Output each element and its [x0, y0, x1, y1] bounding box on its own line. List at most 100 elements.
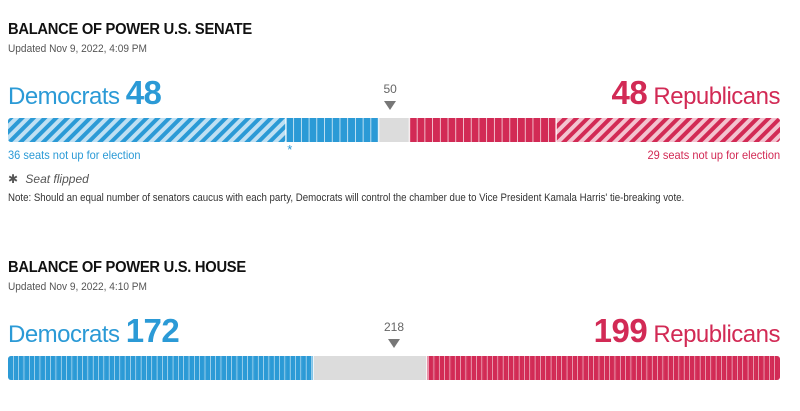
house-rep-seat	[636, 356, 639, 380]
house-dem-seat	[87, 356, 90, 380]
house-dem-seat	[8, 356, 10, 380]
house-dem-seat	[245, 356, 248, 380]
house-rep-seat	[767, 356, 770, 380]
house-rep-party-name: Republicans	[653, 321, 780, 348]
house-dem-seat	[119, 356, 122, 380]
senate-rep-seat	[548, 118, 557, 142]
senate-dem-seat	[347, 118, 356, 142]
house-rep-seat	[483, 356, 486, 380]
house-dem-seat	[311, 356, 314, 380]
senate-rep-seat-count: 48	[611, 74, 648, 111]
house-dem-seat	[64, 356, 67, 380]
house-dem-seat	[275, 356, 278, 380]
house-majority-marker-icon	[388, 339, 400, 348]
house-dem-seat	[295, 356, 298, 380]
house-dem-seat	[231, 356, 234, 380]
house-dem-seat	[293, 356, 296, 380]
house-dem-seat	[187, 356, 190, 380]
house-rep-seat	[655, 356, 658, 380]
house-rep-seat	[609, 356, 612, 380]
house-rep-seat	[638, 356, 640, 380]
house-dem-seat	[128, 356, 131, 380]
house-rep-seat	[732, 356, 735, 380]
house-rep-seat	[691, 356, 694, 380]
house-rep-seat	[462, 356, 465, 380]
house-rep-seat	[497, 356, 500, 380]
house-rep-seat	[547, 356, 550, 380]
house-dem-seat	[252, 356, 255, 380]
house-dem-seat	[123, 356, 126, 380]
house-rep-seat	[716, 356, 719, 380]
house-rep-seat	[588, 356, 591, 380]
house-rep-seat	[723, 356, 726, 380]
house-rep-seat	[703, 356, 706, 380]
house-rep-seat	[551, 356, 554, 380]
house-rep-seat	[737, 356, 740, 380]
seat-flipped-legend-text: Seat flipped	[25, 172, 89, 186]
house-dem-seat	[242, 356, 245, 380]
house-dem-seat	[118, 356, 121, 380]
house-dem-seat	[162, 356, 165, 380]
house-rep-seat	[712, 356, 715, 380]
senate-dem-seat	[332, 118, 341, 142]
house-rep-seat	[614, 356, 617, 380]
house-seat-bar	[8, 356, 780, 380]
house-dem-seat	[180, 356, 183, 380]
house-dem-seat	[249, 356, 252, 380]
house-dem-seat	[190, 356, 193, 380]
house-dem-seat	[283, 356, 286, 380]
house-dem-label: Democrats 172	[8, 312, 180, 350]
house-dem-seat	[160, 356, 163, 380]
house-rep-seat	[520, 356, 523, 380]
house-rep-seat	[772, 356, 775, 380]
house-dem-seat	[302, 356, 305, 380]
house-seat-dividers	[13, 356, 775, 380]
house-dem-seat	[38, 356, 41, 380]
senate-dem-seat	[293, 118, 302, 142]
house-rep-seat	[673, 356, 676, 380]
house-dem-seat	[16, 356, 19, 380]
house-dem-seat	[105, 356, 108, 380]
house-rep-seat	[488, 356, 491, 380]
senate-dem-seat	[316, 118, 325, 142]
house-dem-seat	[197, 356, 200, 380]
house-dem-seat	[34, 356, 37, 380]
house-dem-seat	[59, 356, 62, 380]
house-dem-seat	[98, 356, 101, 380]
house-dem-seat	[126, 356, 129, 380]
house-rep-seat	[426, 356, 429, 380]
house-dem-seat	[281, 356, 284, 380]
house-rep-seat	[705, 356, 708, 380]
house-dem-seat	[277, 356, 280, 380]
senate-rep-seat	[417, 118, 426, 142]
house-dem-seat	[185, 356, 188, 380]
house-dem-seat	[226, 356, 229, 380]
house-rep-seat	[639, 356, 642, 380]
house-rep-seat	[726, 356, 729, 380]
house-rep-seat	[657, 356, 660, 380]
house-rep-seat	[549, 356, 552, 380]
house-rep-seat	[535, 356, 538, 380]
house-dem-seat	[300, 356, 303, 380]
house-dem-seat	[235, 356, 238, 380]
house-dem-seat	[165, 356, 168, 380]
house-rep-seat	[504, 356, 507, 380]
house-rep-seat	[480, 356, 483, 380]
house-rep-seat	[701, 356, 704, 380]
house-dem-seat	[125, 356, 128, 380]
house-dem-seat	[267, 356, 270, 380]
house-dem-seat	[228, 356, 231, 380]
senate-dem-seat	[339, 118, 348, 142]
house-dem-seat	[299, 356, 302, 380]
house-rep-seat	[604, 356, 607, 380]
house-dem-seat	[155, 356, 158, 380]
senate-rep-seat	[463, 118, 472, 142]
house-dem-seat	[284, 356, 287, 380]
house-rep-seat	[593, 356, 596, 380]
house-rep-seat	[778, 356, 780, 380]
house-dem-seat	[71, 356, 74, 380]
house-rep-seat	[508, 356, 511, 380]
house-rep-seat-count: 199	[593, 312, 648, 349]
house-dem-seat	[141, 356, 144, 380]
house-rep-seat	[435, 356, 438, 380]
